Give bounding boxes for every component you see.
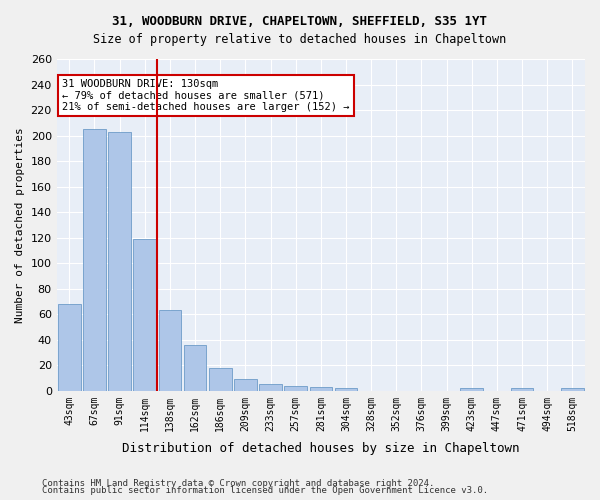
- Bar: [158, 310, 181, 391]
- Text: Contains public sector information licensed under the Open Government Licence v3: Contains public sector information licen…: [42, 486, 488, 495]
- Y-axis label: Number of detached properties: Number of detached properties: [15, 127, 25, 323]
- Bar: [234, 380, 257, 391]
- Bar: [460, 388, 483, 391]
- Text: 31 WOODBURN DRIVE: 130sqm
← 79% of detached houses are smaller (571)
21% of semi: 31 WOODBURN DRIVE: 130sqm ← 79% of detac…: [62, 79, 349, 112]
- Bar: [83, 129, 106, 391]
- Bar: [58, 304, 80, 391]
- Bar: [310, 387, 332, 391]
- Text: Contains HM Land Registry data © Crown copyright and database right 2024.: Contains HM Land Registry data © Crown c…: [42, 478, 434, 488]
- Bar: [184, 345, 206, 391]
- Bar: [259, 384, 282, 391]
- Bar: [335, 388, 358, 391]
- Bar: [108, 132, 131, 391]
- Bar: [511, 388, 533, 391]
- Bar: [561, 388, 584, 391]
- Bar: [133, 239, 156, 391]
- Bar: [209, 368, 232, 391]
- X-axis label: Distribution of detached houses by size in Chapeltown: Distribution of detached houses by size …: [122, 442, 520, 455]
- Text: 31, WOODBURN DRIVE, CHAPELTOWN, SHEFFIELD, S35 1YT: 31, WOODBURN DRIVE, CHAPELTOWN, SHEFFIEL…: [113, 15, 487, 28]
- Bar: [284, 386, 307, 391]
- Text: Size of property relative to detached houses in Chapeltown: Size of property relative to detached ho…: [94, 32, 506, 46]
